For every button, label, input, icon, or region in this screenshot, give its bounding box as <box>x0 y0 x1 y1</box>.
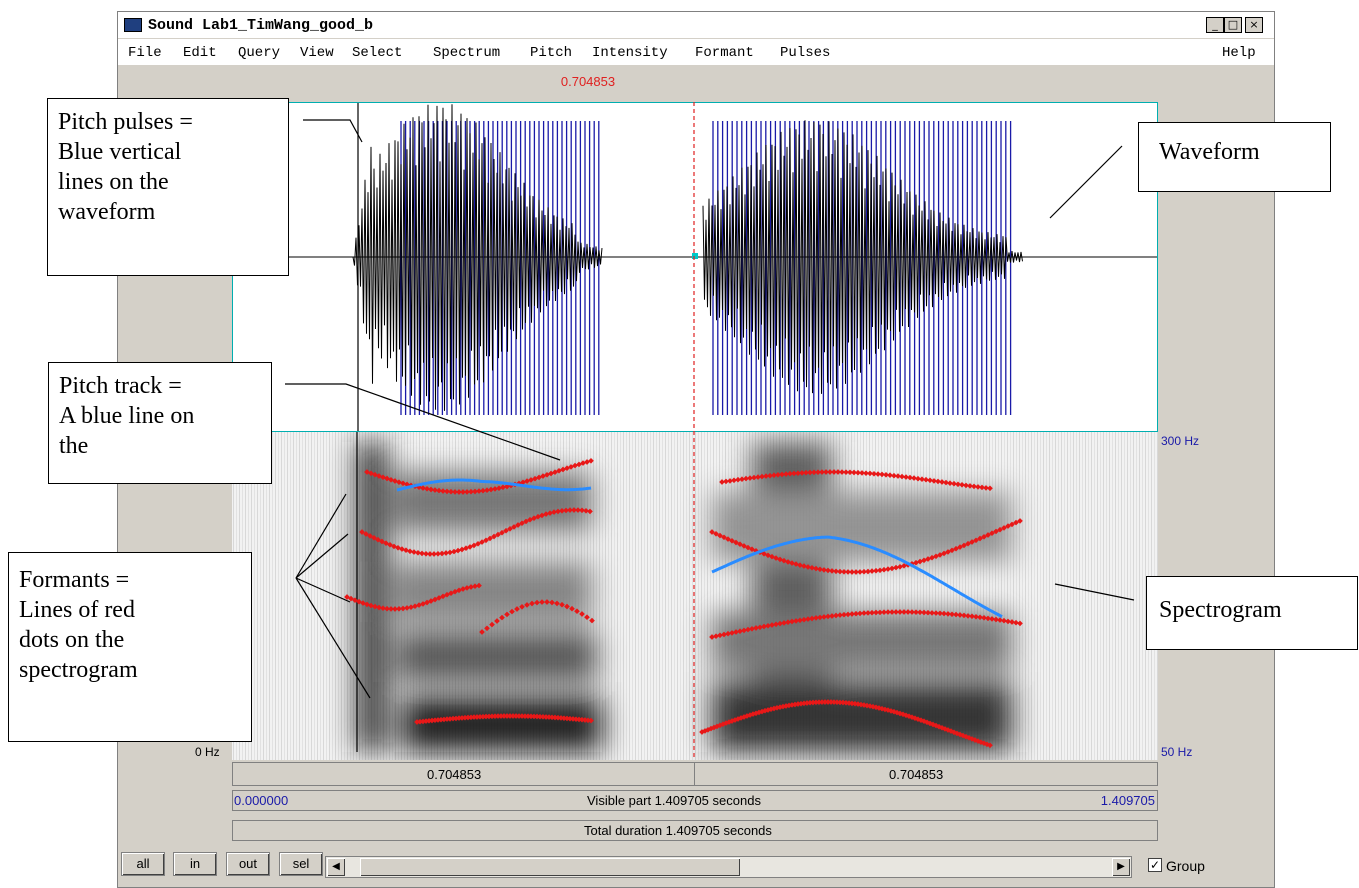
scroll-left-icon[interactable]: ◀ <box>327 858 345 876</box>
segment-left-duration: 0.704853 <box>427 767 482 782</box>
minimize-button[interactable]: _ <box>1206 17 1224 33</box>
menu-help[interactable]: Help <box>1222 45 1256 61</box>
scroll-right-icon[interactable]: ▶ <box>1112 858 1130 876</box>
menu-intensity[interactable]: Intensity <box>592 45 668 61</box>
callout-spectrogram-line: Spectrogram <box>1159 597 1282 623</box>
visible-part-label: Visible part 1.409705 seconds <box>587 793 761 808</box>
zoom-in-button[interactable]: in <box>173 852 217 876</box>
callout-pitch-pulses-line-4: waveform <box>58 199 156 225</box>
menu-formant[interactable]: Formant <box>695 45 754 61</box>
callout-pitch-track-line-2: A blue line on <box>59 403 195 429</box>
total-duration-label: Total duration 1.409705 seconds <box>584 823 772 838</box>
waveform-segment-left <box>352 104 603 411</box>
selection-segment-bar[interactable]: 0.704853 0.704853 <box>232 762 1158 786</box>
window-icon <box>124 18 142 32</box>
menu-file[interactable]: File <box>128 45 162 61</box>
cursor-point <box>692 253 698 259</box>
callout-pitch-pulses-line-1: Pitch pulses = <box>58 109 193 135</box>
callout-pitch-pulses-line-2: Blue vertical <box>58 139 182 165</box>
close-button[interactable]: × <box>1245 17 1263 33</box>
menu-pulses[interactable]: Pulses <box>780 45 831 61</box>
menu-view[interactable]: View <box>300 45 334 61</box>
callout-pitch-track: Pitch track = A blue line on the <box>48 362 272 484</box>
callout-formants-line-2: Lines of red <box>19 597 135 623</box>
zoom-out-button[interactable]: out <box>226 852 270 876</box>
waveform-drawing <box>233 103 1157 431</box>
callout-waveform-line: Waveform <box>1159 139 1260 165</box>
visible-part-bar[interactable]: 0.000000 Visible part 1.409705 seconds 1… <box>232 790 1158 811</box>
waveform-segment-right <box>702 120 1023 394</box>
scrollbar-thumb[interactable] <box>360 858 740 876</box>
segment-right-duration: 0.704853 <box>889 767 944 782</box>
maximize-button[interactable]: □ <box>1224 17 1242 33</box>
window-title: Sound Lab1_TimWang_good_b <box>148 17 374 34</box>
callout-formants-line-4: spectrogram <box>19 657 138 683</box>
spectrogram-panel[interactable] <box>232 432 1158 760</box>
waveform-panel[interactable] <box>232 102 1158 432</box>
callout-pitch-pulses: Pitch pulses = Blue vertical lines on th… <box>47 98 289 276</box>
pitch-track <box>396 478 1003 618</box>
menu-query[interactable]: Query <box>238 45 281 61</box>
menu-bar: File Edit Query View Select Spectrum Pit… <box>118 39 1274 65</box>
pitch-max-label: 300 Hz <box>1161 434 1200 448</box>
time-scrollbar[interactable]: ◀ ▶ <box>325 856 1132 878</box>
callout-waveform: Waveform <box>1138 122 1331 192</box>
total-duration-bar[interactable]: Total duration 1.409705 seconds <box>232 820 1158 841</box>
visible-end-time: 1.409705 <box>1100 793 1155 808</box>
group-label: Group <box>1166 858 1205 874</box>
visible-start-time: 0.000000 <box>234 793 289 808</box>
callout-pitch-pulses-line-3: lines on the <box>58 169 169 195</box>
menu-select[interactable]: Select <box>352 45 403 61</box>
pitch-min-label: 50 Hz <box>1161 745 1193 759</box>
all-button[interactable]: all <box>121 852 165 876</box>
title-bar: Sound Lab1_TimWang_good_b _ □ × <box>118 12 1274 38</box>
callout-pitch-track-line-1: Pitch track = <box>59 373 182 399</box>
callout-spectrogram: Spectrogram <box>1146 576 1358 650</box>
spectrogram-energy <box>357 442 1012 752</box>
group-checkbox[interactable]: ✓ <box>1148 858 1162 872</box>
zoom-selection-button[interactable]: sel <box>279 852 323 876</box>
menu-edit[interactable]: Edit <box>183 45 217 61</box>
menu-pitch[interactable]: Pitch <box>530 45 573 61</box>
callout-formants-line-1: Formants = <box>19 567 130 593</box>
callout-formants: Formants = Lines of red dots on the spec… <box>8 552 252 742</box>
callout-pitch-track-line-3: the <box>59 433 89 459</box>
spectrogram-drawing <box>232 432 1158 760</box>
spectrogram-min-freq-label: 0 Hz <box>195 745 220 759</box>
cursor-time-label: 0.704853 <box>560 74 616 89</box>
callout-formants-line-3: dots on the <box>19 627 125 653</box>
menu-spectrum[interactable]: Spectrum <box>433 45 501 61</box>
